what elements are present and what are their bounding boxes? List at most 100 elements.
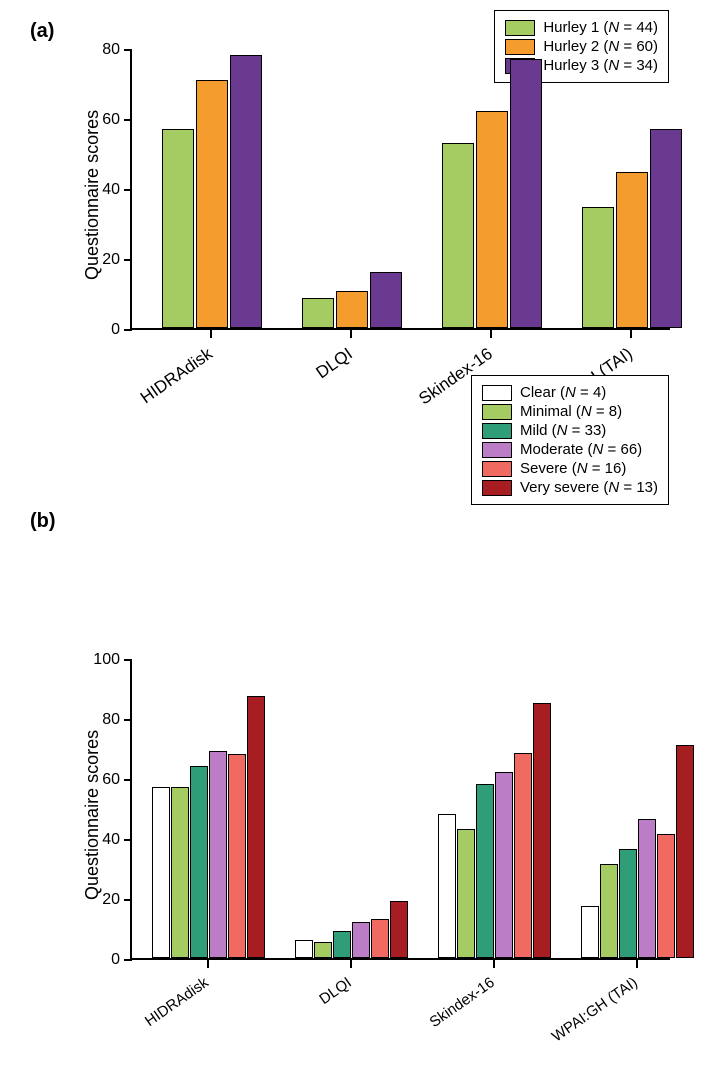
bar xyxy=(228,754,246,958)
x-tick xyxy=(493,960,495,968)
bar xyxy=(230,55,262,328)
bar xyxy=(247,696,265,959)
y-tick-label: 80 xyxy=(102,41,120,59)
bar xyxy=(616,172,648,328)
bar xyxy=(581,906,599,959)
x-label: Skindex-16 xyxy=(426,974,497,1031)
y-tick-label: 20 xyxy=(102,891,120,909)
legend-label: Moderate (N = 66) xyxy=(520,441,642,458)
y-tick xyxy=(124,49,132,51)
x-label: HIDRAdisk xyxy=(141,974,211,1030)
x-tick xyxy=(630,330,632,338)
legend-label: Mild (N = 33) xyxy=(520,422,606,439)
bar xyxy=(171,787,189,958)
bar xyxy=(162,129,194,329)
bar xyxy=(510,59,542,329)
y-tick xyxy=(124,659,132,661)
legend-swatch xyxy=(482,385,512,401)
bar xyxy=(476,784,494,958)
bar xyxy=(533,703,551,958)
bar xyxy=(638,819,656,959)
x-tick xyxy=(636,960,638,968)
bar xyxy=(336,291,368,328)
legend-row: Severe (N = 16) xyxy=(482,460,658,477)
bar xyxy=(333,931,351,958)
bar xyxy=(196,80,228,329)
y-tick xyxy=(124,259,132,261)
bar xyxy=(190,766,208,958)
x-label: DLQI xyxy=(312,344,356,383)
y-tick-label: 40 xyxy=(102,831,120,849)
y-tick-label: 40 xyxy=(102,181,120,199)
y-axis-label: Questionnaire scores xyxy=(82,730,103,900)
panel-a-label: (a) xyxy=(30,20,54,43)
legend-label: Hurley 1 (N = 44) xyxy=(543,19,658,36)
plot-b: Questionnaire scores020406080100 xyxy=(130,660,670,960)
y-tick-label: 0 xyxy=(111,951,120,969)
bar xyxy=(514,753,532,959)
legend-swatch xyxy=(482,480,512,496)
bar xyxy=(352,922,370,958)
legend-label: Severe (N = 16) xyxy=(520,460,626,477)
legend-label: Very severe (N = 13) xyxy=(520,479,658,496)
x-label: HIDRAdisk xyxy=(137,344,217,408)
legend-swatch xyxy=(505,20,535,36)
x-label: DLQI xyxy=(316,974,354,1008)
xlabels-b: HIDRAdisk DLQI Skindex-16 WPAI:GH (TAI) xyxy=(130,960,670,1080)
bar xyxy=(295,940,313,958)
plot-a: Questionnaire scores020406080 xyxy=(130,50,670,330)
y-tick-label: 20 xyxy=(102,251,120,269)
legend-row: Hurley 1 (N = 44) xyxy=(505,19,658,36)
legend-swatch xyxy=(482,404,512,420)
x-tick xyxy=(490,330,492,338)
y-tick xyxy=(124,779,132,781)
bar xyxy=(650,129,682,329)
bar xyxy=(619,849,637,959)
x-label: WPAI:GH (TAI) xyxy=(548,974,640,1045)
bar xyxy=(442,143,474,329)
legend-row: Minimal (N = 8) xyxy=(482,403,658,420)
bar xyxy=(495,772,513,958)
y-tick-label: 60 xyxy=(102,771,120,789)
panel-b-label: (b) xyxy=(30,510,56,533)
bar xyxy=(302,298,334,328)
y-tick-label: 80 xyxy=(102,711,120,729)
bar xyxy=(600,864,618,959)
bar xyxy=(476,111,508,328)
bar xyxy=(657,834,675,959)
panel-b: (b) Clear (N = 4)Minimal (N = 8)Mild (N … xyxy=(30,510,679,1080)
bar xyxy=(582,207,614,328)
legend-row: Mild (N = 33) xyxy=(482,422,658,439)
chart-b-outer: Clear (N = 4)Minimal (N = 8)Mild (N = 33… xyxy=(70,510,679,1080)
legend-b: Clear (N = 4) Minimal (N = 8) Mild (N = 33… xyxy=(471,375,669,505)
x-tick xyxy=(207,960,209,968)
bar xyxy=(390,901,408,958)
x-tick xyxy=(210,330,212,338)
bar xyxy=(209,751,227,958)
y-tick xyxy=(124,119,132,121)
y-tick-label: 0 xyxy=(111,321,120,339)
y-tick-label: 60 xyxy=(102,111,120,129)
legend-row: Clear (N = 4) xyxy=(482,384,658,401)
legend-row: Very severe (N = 13) xyxy=(482,479,658,496)
bar xyxy=(457,829,475,958)
y-tick xyxy=(124,839,132,841)
legend-swatch xyxy=(482,442,512,458)
legend-swatch xyxy=(482,423,512,439)
y-tick-label: 100 xyxy=(93,651,120,669)
bar xyxy=(152,787,170,958)
legend-swatch xyxy=(482,461,512,477)
bar xyxy=(371,919,389,958)
page: (a) Hurley 1 (N = 44)Hurley 2 (N = 60)Hu… xyxy=(0,0,709,1075)
bar xyxy=(314,942,332,959)
y-tick xyxy=(124,899,132,901)
legend-row: Moderate (N = 66) xyxy=(482,441,658,458)
bar xyxy=(676,745,694,958)
bar xyxy=(438,814,456,958)
y-tick xyxy=(124,719,132,721)
x-tick xyxy=(350,330,352,338)
legend-label: Minimal (N = 8) xyxy=(520,403,622,420)
legend-label: Clear (N = 4) xyxy=(520,384,606,401)
y-axis-label: Questionnaire scores xyxy=(82,110,103,280)
bar xyxy=(370,272,402,328)
